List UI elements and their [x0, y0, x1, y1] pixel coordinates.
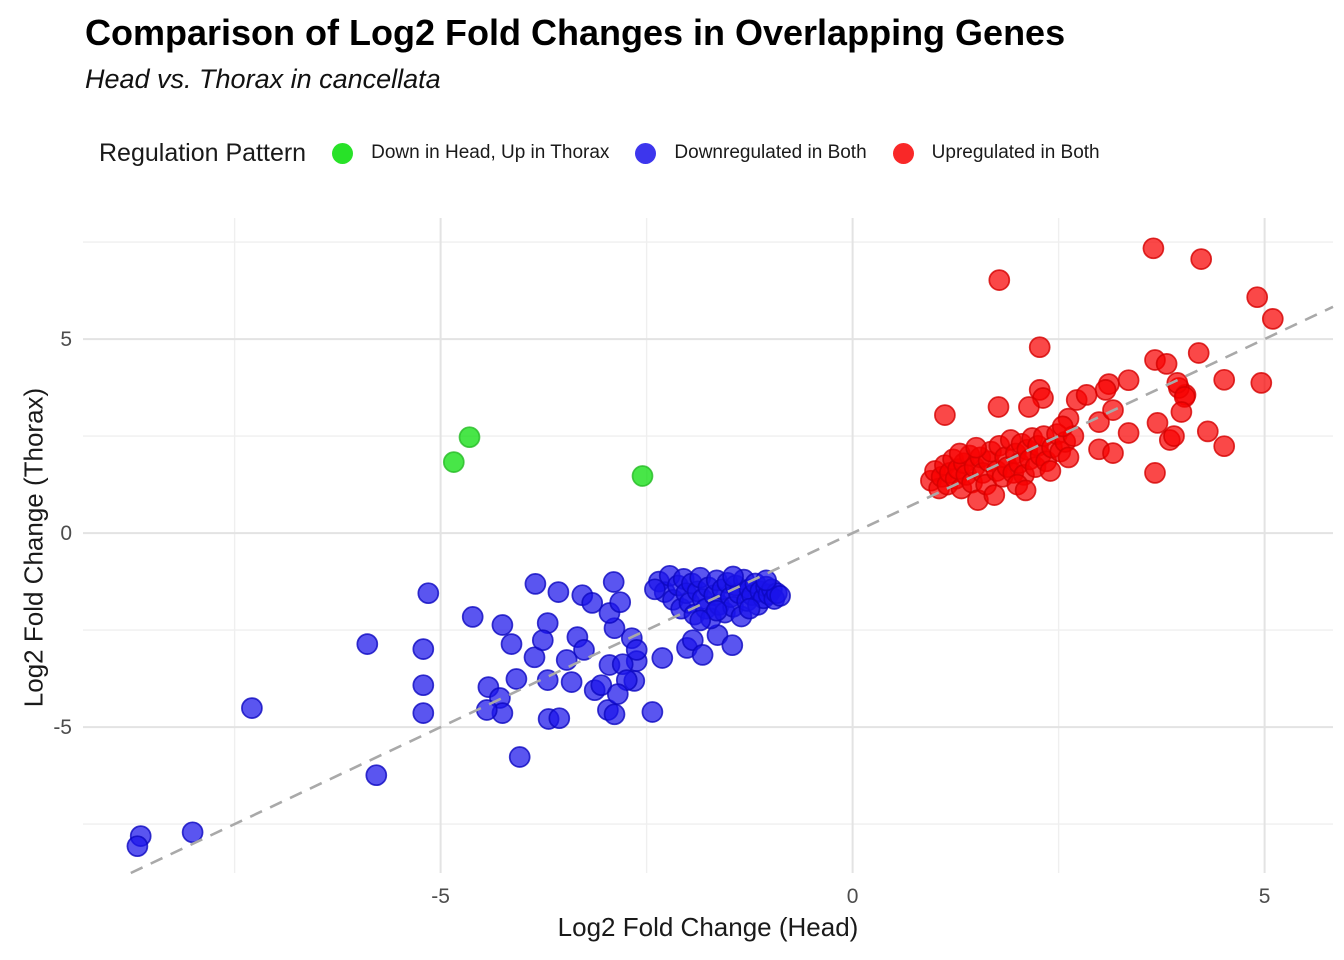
data-point-downregulated-in-both — [241, 697, 263, 719]
y-tick-label: 5 — [60, 328, 72, 351]
chart-title: Comparison of Log2 Fold Changes in Overl… — [85, 12, 1066, 53]
y-tick-label: -5 — [53, 716, 72, 739]
data-point-down-in-head-up-in-thorax — [458, 426, 481, 449]
data-point-downregulated-in-both — [603, 703, 626, 726]
legend-item-label: Upregulated in Both — [931, 142, 1100, 163]
data-point-downregulated-in-both — [417, 582, 440, 605]
data-point-downregulated-in-both — [721, 634, 744, 657]
legend-item-label: Downregulated in Both — [674, 142, 867, 163]
data-point-upregulated-in-both — [965, 436, 988, 459]
x-axis-title: Log2 Fold Change (Head) — [557, 912, 859, 942]
data-point-upregulated-in-both — [1146, 412, 1169, 434]
data-point-downregulated-in-both — [581, 592, 604, 614]
data-point-downregulated-in-both — [769, 585, 791, 607]
data-point-downregulated-in-both — [644, 578, 666, 601]
blue-dot-icon — [635, 142, 657, 164]
data-point-downregulated-in-both — [524, 573, 547, 595]
legend: Regulation Pattern Down in Head, Up in T… — [99, 133, 1100, 173]
x-tick-label: 0 — [847, 885, 859, 908]
data-point-downregulated-in-both — [356, 633, 379, 655]
x-tick-label: -5 — [431, 885, 450, 908]
data-point-downregulated-in-both — [590, 674, 613, 697]
data-point-downregulated-in-both — [602, 571, 625, 593]
data-point-upregulated-in-both — [1051, 415, 1074, 438]
data-point-upregulated-in-both — [934, 404, 956, 426]
data-point-downregulated-in-both — [461, 606, 484, 628]
data-point-downregulated-in-both — [651, 647, 674, 669]
data-point-upregulated-in-both — [1014, 479, 1037, 502]
data-point-downregulated-in-both — [508, 746, 531, 768]
data-point-downregulated-in-both — [505, 668, 528, 690]
data-point-downregulated-in-both — [365, 764, 388, 787]
legend-item-label: Down in Head, Up in Thorax — [371, 142, 610, 163]
data-point-upregulated-in-both — [1261, 308, 1284, 330]
data-point-downregulated-in-both — [181, 821, 204, 844]
data-point-downregulated-in-both — [606, 683, 629, 705]
data-point-downregulated-in-both — [555, 649, 578, 671]
data-point-upregulated-in-both — [1250, 372, 1273, 394]
data-point-upregulated-in-both — [1057, 446, 1080, 469]
y-axis-title: Log2 Fold Change (Thorax) — [18, 387, 49, 708]
data-point-upregulated-in-both — [1144, 462, 1166, 484]
data-point-upregulated-in-both — [1028, 336, 1051, 359]
data-point-upregulated-in-both — [1094, 379, 1117, 401]
data-point-downregulated-in-both — [547, 581, 570, 603]
data-point-downregulated-in-both — [548, 707, 571, 730]
data-point-downregulated-in-both — [755, 569, 777, 592]
data-point-downregulated-in-both — [738, 597, 761, 620]
data-point-downregulated-in-both — [625, 639, 648, 661]
data-point-downregulated-in-both — [689, 609, 712, 632]
data-point-downregulated-in-both — [491, 614, 514, 636]
data-point-upregulated-in-both — [1117, 369, 1140, 392]
data-point-downregulated-in-both — [705, 599, 728, 622]
green-dot-icon — [332, 142, 354, 164]
red-dot-icon — [892, 142, 914, 164]
data-point-upregulated-in-both — [1246, 286, 1269, 309]
data-point-downregulated-in-both — [412, 674, 435, 697]
identity-dashed-line — [130, 305, 1334, 875]
data-point-upregulated-in-both — [1075, 384, 1098, 406]
data-point-downregulated-in-both — [523, 646, 546, 669]
data-point-downregulated-in-both — [641, 701, 664, 723]
data-point-upregulated-in-both — [1018, 396, 1040, 418]
data-point-downregulated-in-both — [573, 639, 595, 661]
data-point-upregulated-in-both — [987, 396, 1010, 418]
data-point-upregulated-in-both — [1213, 435, 1236, 458]
chart-subtitle: Head vs. Thorax in cancellata — [85, 64, 441, 94]
data-point-upregulated-in-both — [1196, 420, 1219, 443]
data-point-downregulated-in-both — [412, 702, 435, 724]
data-point-upregulated-in-both — [1170, 401, 1193, 423]
data-point-upregulated-in-both — [1117, 422, 1140, 444]
legend-item-downregulated-both: Downregulated in Both — [635, 142, 867, 164]
data-point-down-in-head-up-in-thorax — [631, 465, 654, 487]
data-point-downregulated-in-both — [722, 565, 744, 588]
data-point-upregulated-in-both — [1190, 248, 1213, 270]
data-point-upregulated-in-both — [983, 484, 1006, 506]
data-point-downregulated-in-both — [500, 633, 523, 655]
legend-title: Regulation Pattern — [99, 138, 307, 167]
data-point-upregulated-in-both — [988, 269, 1011, 291]
data-point-downregulated-in-both — [126, 835, 149, 858]
data-point-down-in-head-up-in-thorax — [442, 451, 465, 473]
data-point-upregulated-in-both — [1039, 460, 1062, 482]
legend-item-down-head-up-thorax: Down in Head, Up in Thorax — [332, 142, 609, 164]
data-point-upregulated-in-both — [1163, 425, 1185, 447]
data-point-downregulated-in-both — [609, 591, 632, 614]
data-point-upregulated-in-both — [1142, 237, 1165, 260]
data-point-upregulated-in-both — [1102, 442, 1124, 464]
data-point-downregulated-in-both — [691, 644, 714, 666]
legend-item-upregulated-both: Upregulated in Both — [892, 142, 1100, 164]
data-point-downregulated-in-both — [560, 671, 583, 693]
data-point-upregulated-in-both — [1155, 353, 1178, 375]
data-point-downregulated-in-both — [412, 638, 435, 660]
x-tick-label: 5 — [1259, 885, 1271, 908]
data-point-upregulated-in-both — [1187, 342, 1210, 364]
y-tick-label: 0 — [60, 522, 72, 545]
data-point-upregulated-in-both — [1213, 368, 1236, 391]
data-point-downregulated-in-both — [531, 629, 554, 652]
